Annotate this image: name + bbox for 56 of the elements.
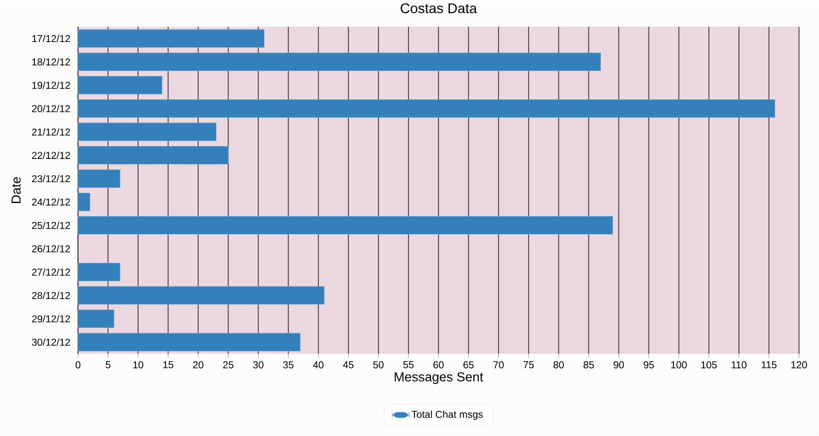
x-tick-label: 0 — [76, 361, 80, 368]
x-tick-label: 50 — [373, 361, 384, 368]
x-tick-label: 55 — [403, 361, 414, 368]
x-tick-label: 115 — [762, 361, 777, 368]
x-tick-label: 10 — [133, 361, 144, 368]
x-tick-label: 20 — [193, 361, 204, 368]
x-tick-label: 90 — [614, 361, 624, 368]
x-tick-label: 105 — [701, 361, 717, 368]
y-tick-label: 26/12/12 — [32, 245, 70, 252]
y-axis-title: Date — [12, 177, 21, 204]
x-tick-label: 110 — [732, 361, 746, 368]
y-tick-label: 28/12/12 — [32, 292, 70, 300]
x-tick-label: 30 — [253, 361, 264, 368]
bar — [78, 262, 120, 282]
bar — [78, 192, 90, 212]
x-tick-label: 15 — [163, 361, 174, 368]
x-tick-label: 85 — [584, 361, 594, 368]
bar — [78, 310, 114, 328]
bar — [78, 333, 301, 352]
x-tick-label: 40 — [313, 361, 324, 368]
bar — [78, 52, 601, 72]
y-tick-label: 19/12/12 — [32, 82, 70, 89]
x-tick-label: 95 — [644, 361, 654, 368]
x-tick-label: 45 — [343, 361, 354, 368]
y-tick-label: 20/12/12 — [32, 104, 70, 112]
bar — [78, 76, 162, 94]
y-tick-label: 25/12/12 — [32, 222, 70, 230]
x-tick-label: 80 — [554, 361, 564, 368]
bar — [78, 122, 216, 142]
x-tick-label: 25 — [223, 361, 234, 368]
x-tick-label: 70 — [494, 361, 504, 368]
bar — [78, 146, 228, 165]
x-tick-label: 35 — [283, 361, 294, 368]
x-tick-label: 60 — [433, 361, 444, 368]
chart-title: Costas Data — [400, 3, 478, 14]
bar — [78, 170, 120, 188]
bar — [78, 29, 264, 48]
y-tick-label: 21/12/12 — [32, 128, 70, 136]
bar — [78, 216, 613, 235]
x-tick-label: 100 — [671, 361, 687, 368]
y-tick-label: 22/12/12 — [32, 152, 70, 160]
y-tick-label: 17/12/12 — [32, 34, 70, 42]
legend-label: Total Chat msgs — [412, 410, 483, 420]
x-tick-label: 120 — [791, 361, 807, 368]
x-tick-label: 5 — [106, 361, 110, 368]
y-tick-label: 18/12/12 — [32, 58, 70, 66]
y-tick-label: 23/12/12 — [32, 175, 70, 182]
y-tick-label: 30/12/12 — [32, 338, 70, 346]
bar — [78, 99, 776, 118]
y-tick-label: 27/12/12 — [32, 268, 70, 276]
x-axis-title: Messages Sent — [394, 372, 484, 384]
y-tick-label: 24/12/12 — [32, 198, 70, 206]
bar — [78, 286, 325, 305]
y-tick-label: 29/12/12 — [32, 315, 70, 323]
x-tick-label: 75 — [524, 361, 534, 368]
x-tick-label: 65 — [463, 361, 474, 368]
